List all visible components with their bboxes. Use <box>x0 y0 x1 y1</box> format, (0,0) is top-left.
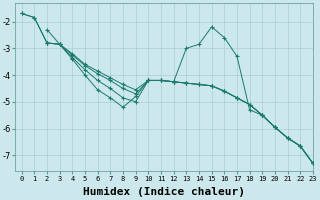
X-axis label: Humidex (Indice chaleur): Humidex (Indice chaleur) <box>83 187 245 197</box>
